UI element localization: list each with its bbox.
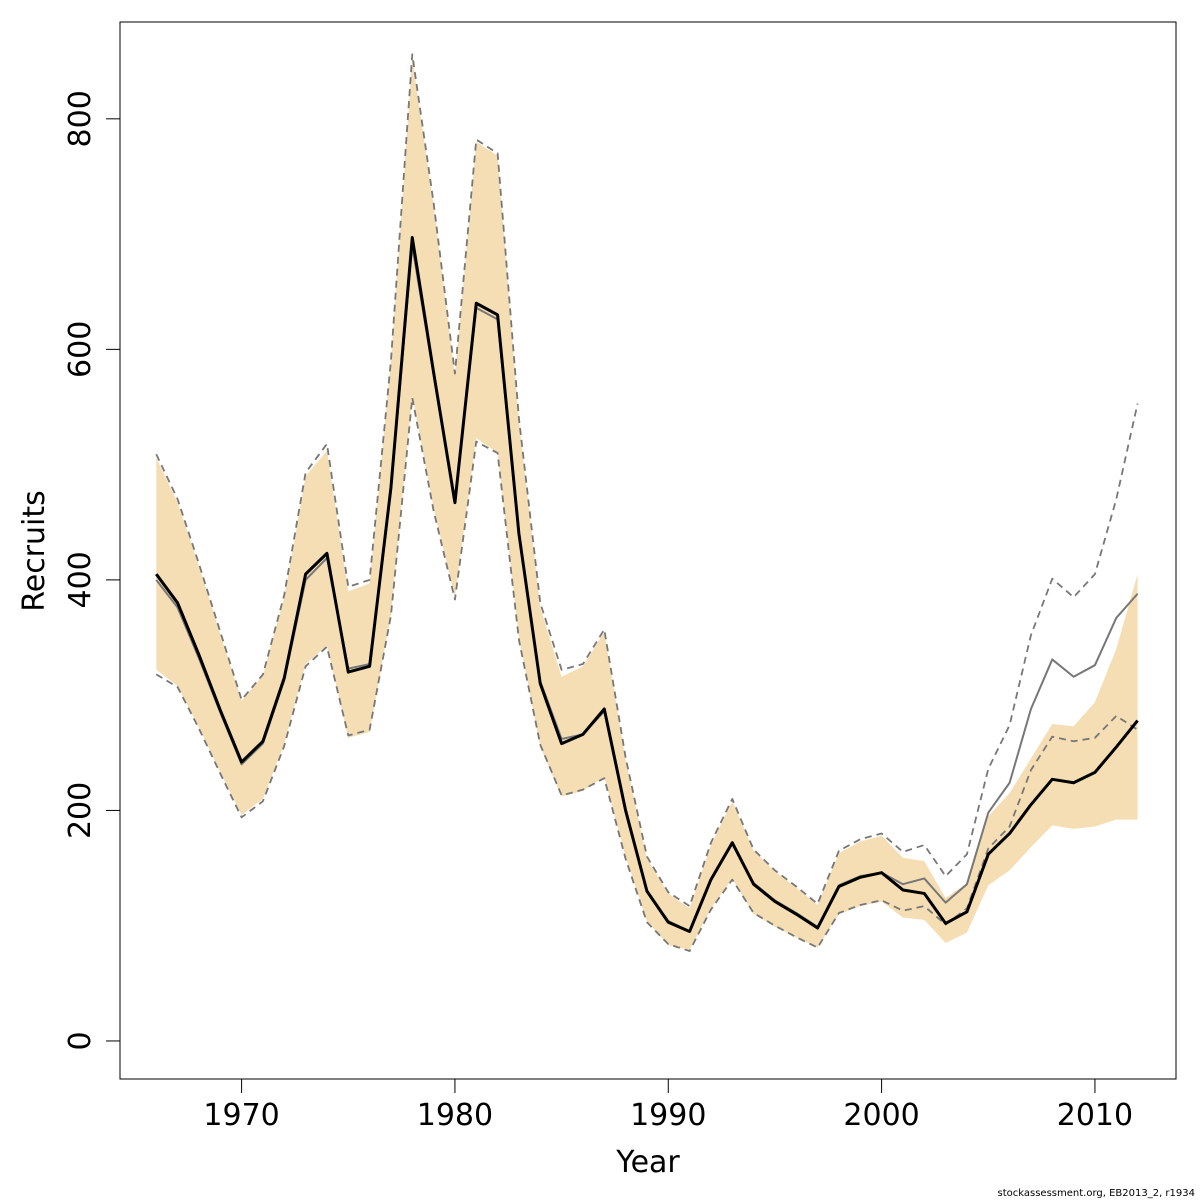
y-tick-label-200: 200 (63, 782, 98, 839)
axis-layer: 1970 1980 1990 2000 2010 0 200 400 600 800 (63, 90, 1133, 1133)
x-tick-label-1970: 1970 (203, 1098, 279, 1133)
y-tick-label-400: 400 (63, 551, 98, 608)
y-tick-label-600: 600 (63, 321, 98, 378)
x-tick-label-1990: 1990 (630, 1098, 706, 1133)
footer-credit: stockassessment.org, EB2013_2, r1934 (998, 1188, 1195, 1199)
confidence-ribbon (156, 58, 1138, 950)
plot-layer (155, 53, 1139, 952)
previous-upper-bound-line (155, 53, 1139, 907)
y-tick-label-800: 800 (63, 90, 98, 147)
recruits-line (155, 236, 1139, 933)
x-tick-label-2000: 2000 (843, 1098, 919, 1133)
x-tick-label-2010: 2010 (1057, 1098, 1133, 1133)
x-tick-label-1980: 1980 (417, 1098, 493, 1133)
x-axis-title: Year (615, 1145, 680, 1180)
y-axis-title: Recruits (17, 490, 52, 612)
y-tick-label-0: 0 (63, 1031, 98, 1050)
plot-frame (119, 21, 1177, 1080)
